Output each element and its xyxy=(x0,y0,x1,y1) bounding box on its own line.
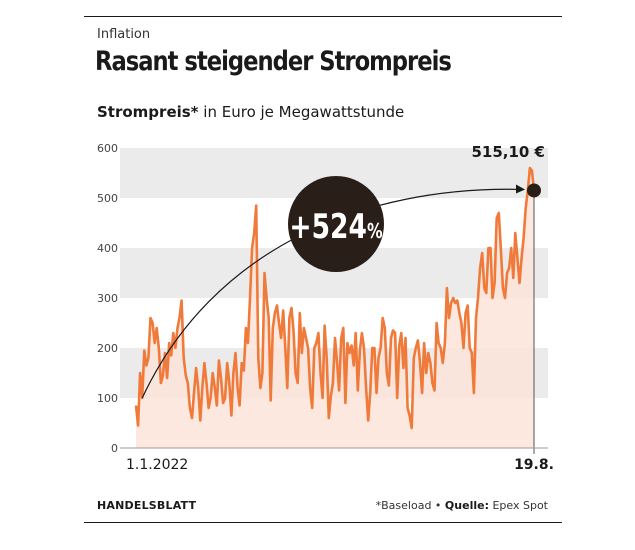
end-value-label: 515,10 € xyxy=(471,143,545,161)
change-badge-text: +524% xyxy=(289,208,382,247)
y-tick-label: 200 xyxy=(97,342,118,355)
price-area xyxy=(136,168,534,448)
footnote: *Baseload xyxy=(375,499,432,512)
source-name: Epex Spot xyxy=(492,499,548,512)
change-value: +524 xyxy=(289,208,367,247)
source-note: *Baseload • Quelle: Epex Spot xyxy=(375,499,548,512)
trend-arrowhead xyxy=(516,184,525,194)
y-tick-label: 500 xyxy=(97,192,118,205)
x-start-label: 1.1.2022 xyxy=(126,457,188,473)
chart-title: Rasant steigender Strompreis xyxy=(95,46,452,77)
y-axis-ticks: 600 500 400 300 200 100 0 xyxy=(97,142,118,455)
subtitle-rest: in Euro je Megawattstunde xyxy=(198,103,405,121)
y-tick-label: 400 xyxy=(97,242,118,255)
y-tick-label: 300 xyxy=(97,292,118,305)
y-tick-label: 0 xyxy=(111,442,118,455)
bottom-rule xyxy=(84,522,562,523)
top-rule xyxy=(84,16,562,17)
y-tick-label: 600 xyxy=(97,142,118,155)
y-tick-label: 100 xyxy=(97,392,118,405)
x-end-label: 19.8. xyxy=(514,457,554,473)
source-label: Quelle: xyxy=(444,499,489,512)
price-line xyxy=(134,166,536,430)
chart-subtitle: Strompreis* in Euro je Megawattstunde xyxy=(97,103,404,121)
change-badge-circle xyxy=(288,176,384,272)
end-point-dot xyxy=(527,183,541,198)
change-badge: +524% xyxy=(288,176,384,272)
subtitle-bold: Strompreis* xyxy=(97,103,199,121)
change-unit: % xyxy=(367,220,383,243)
brand-logo-text: HANDELSBLATT xyxy=(97,499,197,512)
kicker: Inflation xyxy=(97,27,151,42)
